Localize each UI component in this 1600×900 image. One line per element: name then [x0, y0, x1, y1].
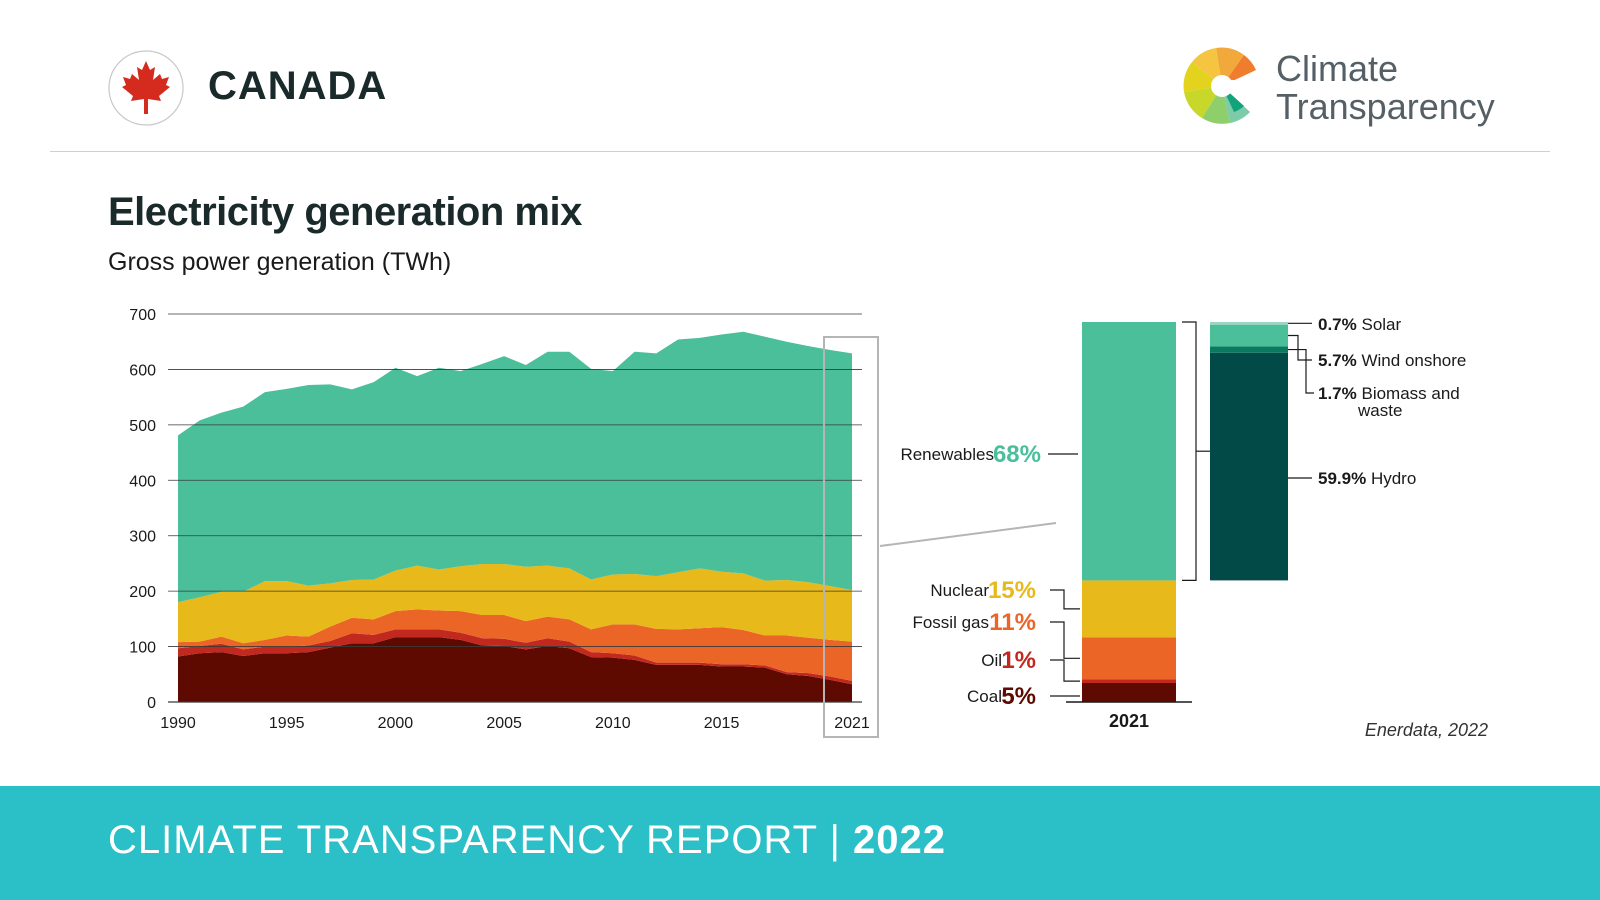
footer-report-name: CLIMATE TRANSPARENCY REPORT	[108, 818, 818, 862]
breakdown-label-biomass-and-waste: 1.7% Biomass and	[1318, 384, 1460, 403]
x-tick-label: 2015	[704, 715, 740, 732]
area-series-oil	[178, 629, 852, 685]
source-note: Enerdata, 2022	[1365, 720, 1488, 740]
breakdown-segment-wind-onshore	[1210, 324, 1288, 347]
bar-2021-segment-coal	[1082, 683, 1176, 702]
maple-leaf-icon	[122, 61, 170, 114]
share-pct-coal: 5%	[1001, 683, 1036, 710]
x-tick-label: 1990	[160, 715, 196, 732]
y-tick-label: 400	[129, 473, 156, 490]
breakdown-name-wind-onshore: Wind onshore	[1361, 351, 1466, 370]
chart-title: Electricity generation mix	[108, 190, 582, 234]
breakdown-pct-biomass-and-waste: 1.7%	[1318, 384, 1361, 403]
breakdown-leader-biomass-and-waste	[1288, 348, 1314, 394]
breakdown-segment-biomass-and-waste	[1210, 346, 1288, 353]
chart-subtitle: Gross power generation (TWh)	[108, 248, 452, 276]
header-divider	[50, 151, 1550, 152]
bar-category-label: 2021	[1109, 711, 1149, 731]
country-name: CANADA	[208, 64, 388, 108]
breakdown-name-line2-biomass-and-waste: waste	[1357, 401, 1402, 420]
x-tick-label: 2010	[595, 715, 631, 732]
breakdown-name-biomass-and-waste: Biomass and	[1361, 384, 1459, 403]
breakdown-segment-solar	[1210, 322, 1288, 325]
bar-2021-segment-nuclear	[1082, 580, 1176, 638]
highlight-2021-box	[823, 336, 879, 738]
y-tick-label: 200	[129, 584, 156, 601]
share-label-fossil-gas: Fossil gas	[912, 613, 989, 632]
breakdown-name-solar: Solar	[1361, 315, 1401, 334]
y-tick-label: 600	[129, 362, 156, 379]
brand-line-2: Transparency	[1276, 86, 1495, 127]
breakdown-pct-hydro: 59.9%	[1318, 469, 1371, 488]
climate-transparency-logo-icon	[1183, 47, 1264, 124]
breakdown-label-hydro: 59.9% Hydro	[1318, 469, 1416, 488]
area-series-renewables	[178, 331, 852, 603]
area-series-nuclear	[178, 563, 852, 644]
share-pct-renewables: 68%	[993, 441, 1041, 468]
x-tick-label: 2005	[486, 715, 522, 732]
share-label-coal: Coal	[967, 687, 1002, 706]
breakdown-name-hydro: Hydro	[1371, 469, 1416, 488]
footer-title: CLIMATE TRANSPARENCY REPORT | 2022	[108, 818, 946, 863]
share-label-renewables: Renewables	[900, 445, 994, 464]
y-tick-label: 100	[129, 640, 156, 657]
y-tick-label: 500	[129, 418, 156, 435]
generation-mix-chart: 0 100 200 300 400 500 600 700 1990 1995 2000 2005 20…	[129, 307, 1488, 740]
header: CANADA Climate Transparency	[0, 0, 1600, 150]
breakdown-segment-hydro	[1210, 352, 1288, 581]
share-label-nuclear: Nuclear	[930, 581, 989, 600]
footer-year: 2022	[853, 818, 947, 862]
x-tick-label: 1995	[269, 715, 305, 732]
breakdown-pct-solar: 0.7%	[1318, 315, 1361, 334]
y-tick-label: 700	[129, 307, 156, 324]
bar-2021-segment-fossil-gas	[1082, 637, 1176, 680]
footer-banner: CLIMATE TRANSPARENCY REPORT | 2022	[0, 786, 1600, 900]
breakdown-label-wind-onshore: 5.7% Wind onshore	[1318, 351, 1466, 370]
area-series-fossil-gas	[178, 609, 852, 681]
share-label-oil: Oil	[981, 651, 1002, 670]
area-series-coal	[178, 637, 852, 702]
brand-line-1: Climate	[1276, 48, 1399, 89]
share-pct-nuclear: 15%	[988, 577, 1036, 604]
leader-nuclear	[1050, 589, 1080, 610]
bar-2021-segment-oil	[1082, 679, 1176, 683]
breakdown-label-solar: 0.7% Solar	[1318, 315, 1402, 334]
renewables-bracket	[1182, 321, 1197, 581]
canada-flag-icon	[108, 50, 184, 126]
leader-oil	[1050, 659, 1080, 682]
bar-2021-segment-renewables	[1082, 322, 1176, 581]
y-tick-label: 300	[129, 529, 156, 546]
brand-name: Climate Transparency	[1276, 50, 1495, 126]
y-tick-label: 0	[147, 695, 156, 712]
share-pct-fossil-gas: 11%	[989, 609, 1036, 636]
share-pct-oil: 1%	[1001, 647, 1036, 674]
footer-separator: |	[829, 818, 841, 862]
breakdown-leader-wind-onshore	[1288, 334, 1312, 361]
breakdown-pct-wind-onshore: 5.7%	[1318, 351, 1361, 370]
x-tick-label: 2000	[378, 715, 414, 732]
x-tick-label: 2021	[834, 715, 870, 732]
highlight-connector	[879, 522, 1057, 547]
leader-fossil-gas	[1050, 621, 1080, 659]
